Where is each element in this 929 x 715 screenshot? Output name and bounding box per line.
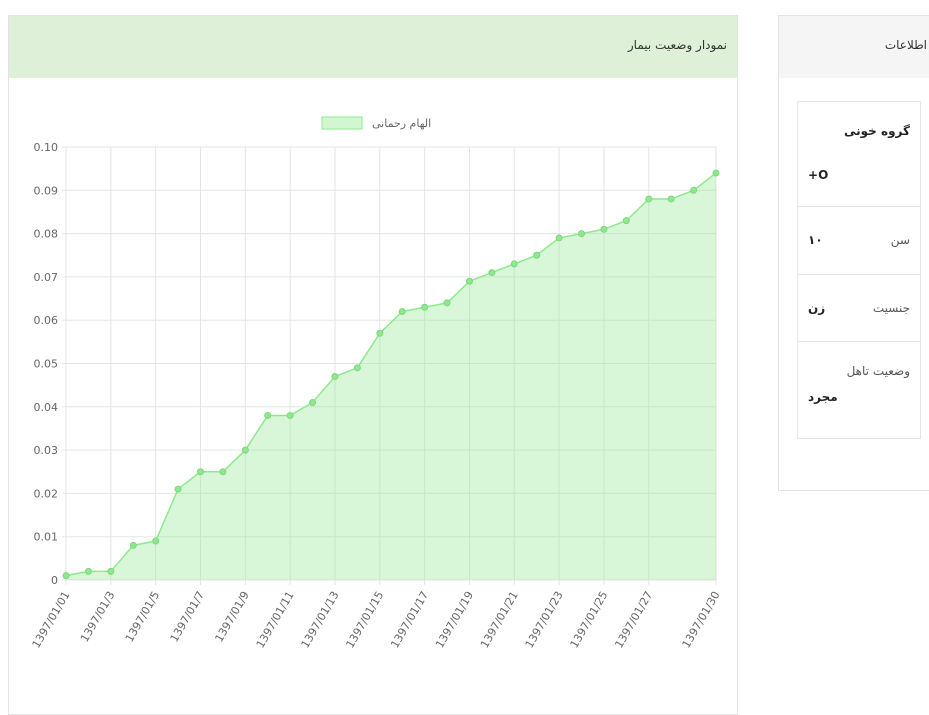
point bbox=[510, 260, 518, 268]
point bbox=[62, 572, 70, 580]
x-tick-label: 1397/01/3 bbox=[78, 589, 117, 644]
point bbox=[555, 234, 563, 242]
point bbox=[129, 541, 137, 549]
info-label: گروه خونی bbox=[844, 124, 910, 138]
x-tick-label: 1397/01/23 bbox=[523, 589, 566, 650]
point bbox=[421, 303, 429, 311]
point bbox=[196, 468, 204, 476]
point bbox=[241, 446, 249, 454]
info-panel: اطلاعات گروه خونی O+ سن ۱۰ جنسیت زن وضعیت ت… bbox=[778, 15, 929, 491]
x-tick-label: 1397/01/30 bbox=[680, 589, 723, 650]
info-value: ۱۰ bbox=[808, 233, 823, 247]
x-tick-label: 1397/01/21 bbox=[478, 589, 521, 650]
chart-panel-title: نمودار وضعیت بیمار bbox=[9, 16, 737, 78]
point bbox=[488, 269, 496, 277]
point bbox=[174, 485, 182, 493]
x-tick-label: 1397/01/25 bbox=[568, 589, 611, 650]
x-tick-label: 1397/01/13 bbox=[299, 589, 342, 650]
point bbox=[376, 329, 384, 337]
info-row: وضعیت تاهل مجرد bbox=[797, 341, 921, 439]
point bbox=[398, 308, 406, 316]
y-tick-label: 0.02 bbox=[34, 487, 59, 500]
point bbox=[712, 169, 720, 177]
line bbox=[65, 172, 717, 577]
point bbox=[264, 411, 272, 419]
point bbox=[353, 364, 361, 372]
point bbox=[465, 277, 473, 285]
y-tick-label: 0.10 bbox=[34, 141, 59, 154]
point bbox=[286, 411, 294, 419]
info-row: سن ۱۰ bbox=[797, 206, 921, 275]
info-value: زن bbox=[808, 301, 826, 315]
point bbox=[331, 372, 339, 380]
y-tick-label: 0 bbox=[51, 574, 58, 587]
y-tick-label: 0.03 bbox=[34, 444, 59, 457]
legend-swatch bbox=[321, 116, 363, 130]
y-tick-label: 0.04 bbox=[34, 401, 59, 414]
info-label: جنسیت bbox=[872, 301, 910, 315]
point bbox=[443, 299, 451, 307]
info-panel-title: اطلاعات bbox=[779, 16, 929, 78]
y-tick-label: 0.06 bbox=[34, 314, 59, 327]
x-tick-label: 1397/01/9 bbox=[212, 589, 251, 644]
x-tick-label: 1397/01/27 bbox=[612, 589, 655, 650]
legend-label: الهام رحمانی bbox=[372, 117, 431, 130]
x-tick-label: 1397/01/7 bbox=[168, 589, 207, 644]
x-tick-label: 1397/01/17 bbox=[388, 589, 431, 650]
x-tick-label: 1397/01/15 bbox=[343, 589, 386, 650]
point bbox=[667, 195, 675, 203]
point bbox=[309, 398, 317, 406]
area bbox=[66, 172, 716, 581]
point bbox=[690, 186, 698, 194]
point bbox=[107, 567, 115, 575]
info-row: گروه خونی O+ bbox=[797, 101, 921, 207]
info-label: وضعیت تاهل bbox=[846, 364, 910, 378]
x-tick-label: 1397/01/5 bbox=[123, 589, 162, 644]
point bbox=[645, 195, 653, 203]
y-tick-label: 0.01 bbox=[34, 531, 59, 544]
y-tick-label: 0.05 bbox=[34, 358, 59, 371]
info-label: سن bbox=[890, 233, 910, 247]
y-tick-label: 0.07 bbox=[34, 271, 59, 284]
point bbox=[84, 567, 92, 575]
point bbox=[600, 225, 608, 233]
point bbox=[622, 217, 630, 225]
y-tick-label: 0.09 bbox=[34, 184, 59, 197]
info-row: جنسیت زن bbox=[797, 274, 921, 342]
point bbox=[578, 230, 586, 238]
point bbox=[533, 251, 541, 259]
x-tick-label: 1397/01/11 bbox=[254, 589, 297, 650]
info-value: مجرد bbox=[808, 390, 838, 404]
info-value: O+ bbox=[808, 168, 829, 182]
chart: 0 0.01 0.02 0.03 0.04 0.05 0.06 0.07 0.08 0.09 0.1… bbox=[30, 116, 723, 650]
chart-panel: نمودار وضعیت بیمار bbox=[8, 15, 738, 715]
point bbox=[219, 468, 227, 476]
y-tick-label: 0.08 bbox=[34, 228, 59, 241]
x-tick-label: 1397/01/01 bbox=[30, 589, 73, 650]
point bbox=[152, 537, 160, 545]
x-tick-label: 1397/01/19 bbox=[433, 589, 476, 650]
